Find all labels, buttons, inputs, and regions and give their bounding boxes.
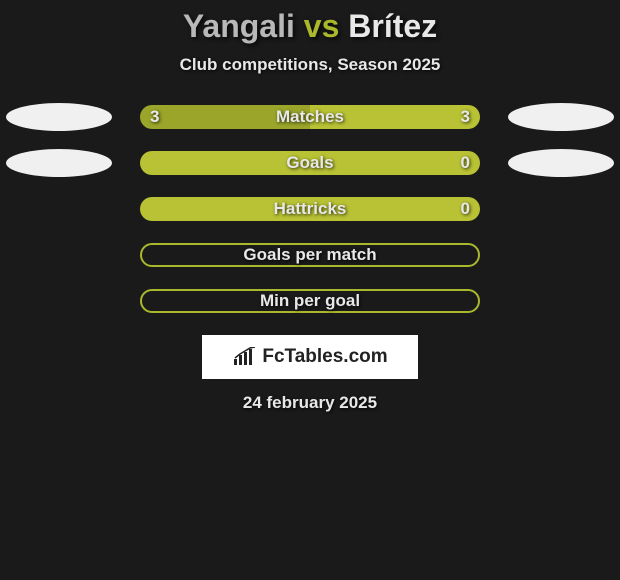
subtitle: Club competitions, Season 2025 [0, 55, 620, 75]
player1-marker [6, 149, 112, 177]
player1-name: Yangali [183, 8, 295, 44]
stat-label: Matches [276, 107, 344, 127]
player1-marker [6, 103, 112, 131]
stat-value-left: 3 [150, 107, 159, 127]
stat-label: Hattricks [274, 199, 347, 219]
date-label: 24 february 2025 [0, 393, 620, 413]
player2-marker [508, 103, 614, 131]
stat-row: 0 Goals [0, 151, 620, 175]
stat-value-right: 3 [461, 107, 470, 127]
stat-row: 3 3 Matches [0, 105, 620, 129]
logo-text: FcTables.com [232, 346, 387, 368]
stat-row: 0 Hattricks [0, 197, 620, 221]
chart-icon [232, 347, 258, 367]
stat-label: Min per goal [260, 291, 360, 311]
stat-row: Min per goal [0, 289, 620, 313]
stat-label: Goals per match [243, 245, 376, 265]
stat-row: Goals per match [0, 243, 620, 267]
comparison-widget: Yangali vs Brítez Club competitions, Sea… [0, 0, 620, 413]
stat-bar: Min per goal [140, 289, 480, 313]
page-title: Yangali vs Brítez [0, 8, 620, 45]
stat-bar: 0 Goals [140, 151, 480, 175]
stat-bar: 0 Hattricks [140, 197, 480, 221]
source-logo[interactable]: FcTables.com [202, 335, 418, 379]
stat-bar: 3 3 Matches [140, 105, 480, 129]
stat-value-right: 0 [461, 153, 470, 173]
logo-label: FcTables.com [262, 346, 387, 368]
stat-label: Goals [286, 153, 333, 173]
player2-marker [508, 149, 614, 177]
stats-area: 3 3 Matches 0 Goals 0 Hattricks Goals per match… [0, 105, 620, 313]
vs-text: vs [304, 8, 340, 44]
stat-bar: Goals per match [140, 243, 480, 267]
player2-name: Brítez [348, 8, 437, 44]
stat-value-right: 0 [461, 199, 470, 219]
